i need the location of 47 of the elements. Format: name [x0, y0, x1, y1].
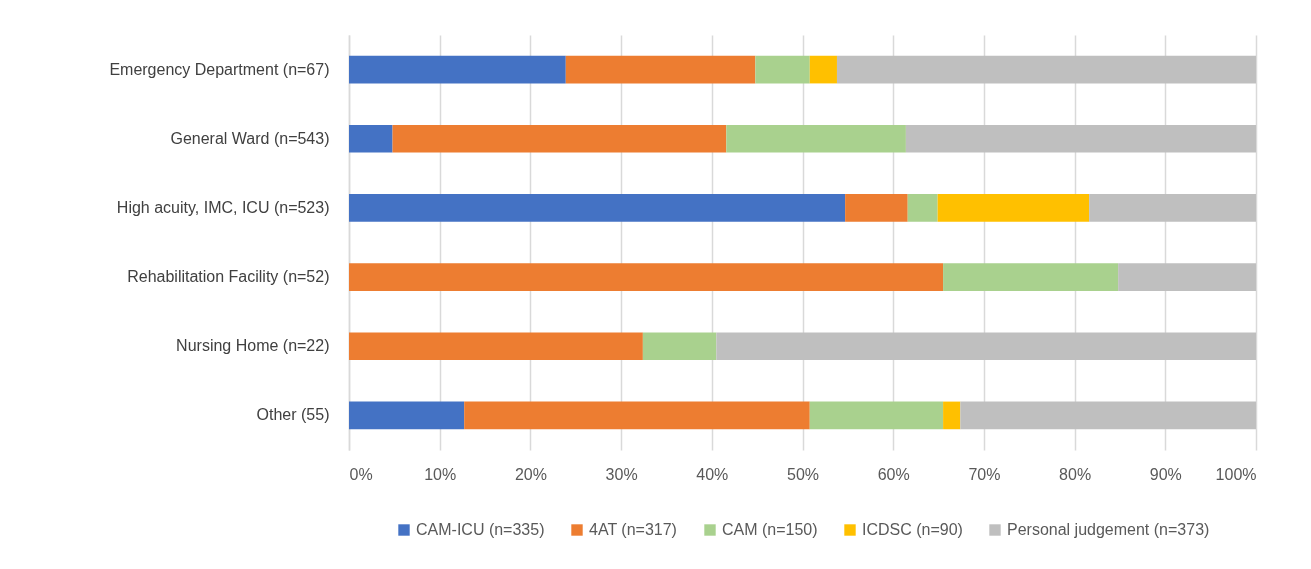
x-tick-label: 0% — [349, 465, 373, 483]
bar — [392, 124, 727, 153]
legend-label: CAM-ICU (n=335) — [416, 521, 545, 538]
bar — [943, 263, 1119, 291]
legend-label: 4AT (n=317) — [589, 521, 677, 538]
bar — [565, 55, 756, 84]
bar — [905, 124, 1256, 153]
bar — [349, 332, 643, 361]
bar — [642, 332, 717, 361]
bar — [809, 401, 944, 430]
bar — [349, 55, 566, 84]
bar — [907, 194, 938, 222]
y-tick-label: Nursing Home (n=22) — [176, 337, 330, 355]
y-tick-label: High acuity, IMC, ICU (n=523) — [116, 198, 330, 216]
x-tick-label: 20% — [514, 465, 547, 483]
bar — [845, 194, 908, 222]
legend-label: Personal judgement (n=373) — [1007, 521, 1210, 538]
bar — [836, 55, 1256, 84]
legend-label: ICDSC (n=90) — [862, 521, 963, 538]
bar — [349, 124, 393, 153]
x-tick-label: 80% — [1059, 465, 1092, 483]
bar — [464, 401, 810, 430]
x-tick-label: 60% — [877, 465, 910, 483]
bar — [755, 55, 810, 84]
x-tick-label: 90% — [1149, 465, 1182, 483]
bar — [349, 401, 465, 430]
y-tick-label: General Ward (n=543) — [170, 129, 330, 147]
bar — [943, 401, 961, 430]
bar — [726, 124, 906, 153]
bar — [937, 194, 1090, 222]
x-tick-label: 40% — [696, 465, 729, 483]
x-tick-label: 50% — [786, 465, 820, 483]
bar — [716, 332, 1256, 361]
bar — [809, 55, 837, 84]
legend-label: CAM (n=150) — [722, 521, 818, 538]
x-tick-label: 70% — [968, 465, 1001, 483]
bar — [1118, 263, 1256, 291]
bar — [960, 401, 1256, 430]
x-tick-label: 30% — [605, 465, 638, 483]
bar — [349, 263, 944, 291]
x-tick-label: 10% — [424, 465, 457, 483]
y-tick-label: Emergency Department (n=67) — [109, 60, 330, 78]
x-tick-label: 100% — [1215, 465, 1257, 483]
bar — [1089, 194, 1256, 222]
y-tick-label: Rehabilitation Facility (n=52) — [127, 268, 330, 286]
bar — [349, 194, 846, 222]
y-tick-label: Other (55) — [256, 406, 330, 424]
